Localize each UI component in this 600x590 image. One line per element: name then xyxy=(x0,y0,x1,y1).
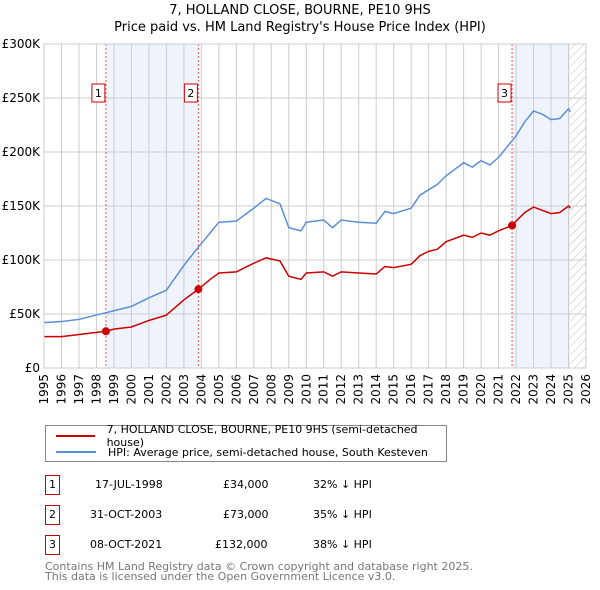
x-tick-label: 2009 xyxy=(282,374,296,405)
x-tick-label: 2012 xyxy=(334,374,348,405)
sale-row: 1 17-JUL-1998 £34,000 32% ↓ HPI xyxy=(45,475,445,495)
x-tick-label: 2022 xyxy=(509,374,523,405)
x-tick-label: 2001 xyxy=(142,374,156,405)
x-tick-label: 2002 xyxy=(159,374,173,405)
y-tick-label: £50K xyxy=(9,307,41,321)
plot-border xyxy=(43,43,587,369)
sale-marker-badge xyxy=(91,83,106,103)
x-tick-label: 2013 xyxy=(352,374,366,405)
legend-label-property: 7, HOLLAND CLOSE, BOURNE, PE10 9HS (semi… xyxy=(106,423,418,449)
sale-marker-number: 3 xyxy=(501,87,508,100)
chart-subtitle: Price paid vs. HM Land Registry's House … xyxy=(114,20,486,35)
x-tick-label: 1996 xyxy=(54,374,68,405)
footer-copyright: Contains HM Land Registry data © Crown c… xyxy=(45,560,473,573)
sale-marker-number: 1 xyxy=(95,87,102,100)
x-tick-label: 2026 xyxy=(579,374,593,405)
sale-point xyxy=(194,285,203,294)
x-tick-label: 2000 xyxy=(124,374,138,405)
sale-price: £73,000 xyxy=(223,508,269,521)
sale-badge: 1 xyxy=(45,475,60,495)
x-tick-label: 2016 xyxy=(404,374,418,405)
y-tick-label: £200K xyxy=(2,145,42,159)
y-tick-label: £300K xyxy=(2,37,42,51)
plot-area: 1995 1996 1997 1998 1999 2000 2001 2002 2003 2004… xyxy=(2,37,593,405)
legend-swatch-property xyxy=(56,435,95,437)
x-tick-label: 1995 xyxy=(37,374,51,405)
x-tick-label: 2014 xyxy=(369,374,383,405)
sale-marker-number: 2 xyxy=(187,87,194,100)
y-tick-label: £250K xyxy=(2,91,42,105)
x-tick-label: 2008 xyxy=(264,374,278,405)
x-tick-label: 2024 xyxy=(544,374,558,405)
x-tick-label: 2025 xyxy=(562,374,576,405)
y-tick-label: £100K xyxy=(2,253,42,267)
sale-badge: 2 xyxy=(45,505,60,525)
sale-diff: 32% ↓ HPI xyxy=(313,478,372,491)
x-tick-label: 2019 xyxy=(457,374,471,405)
sale-diff: 38% ↓ HPI xyxy=(313,538,372,551)
series-line xyxy=(43,107,571,324)
x-tick-label: 1998 xyxy=(89,374,103,405)
sale-point xyxy=(101,327,110,336)
x-tick-label: 2007 xyxy=(247,374,261,405)
sale-date: 31-OCT-2003 xyxy=(90,508,163,521)
x-tick-label: 2005 xyxy=(212,374,226,405)
sale-price: £132,000 xyxy=(215,538,268,551)
x-tick-label: 2017 xyxy=(422,374,436,405)
sale-marker-badge xyxy=(183,83,198,103)
x-tick-label: 2020 xyxy=(474,374,488,405)
x-tick-label: 2003 xyxy=(177,374,191,405)
x-tick-label: 2021 xyxy=(492,374,506,405)
sale-diff: 35% ↓ HPI xyxy=(313,508,372,521)
x-tick-label: 2004 xyxy=(194,374,208,405)
footer-licence: This data is licensed under the Open Gov… xyxy=(45,570,396,583)
x-tick-label: 2015 xyxy=(387,374,401,405)
y-tick-label: £0 xyxy=(25,361,40,375)
x-tick-label: 2023 xyxy=(527,374,541,405)
sale-row: 3 08-OCT-2021 £132,000 38% ↓ HPI xyxy=(45,535,445,555)
sale-badge: 3 xyxy=(45,535,60,555)
x-tick-label: 2018 xyxy=(439,374,453,405)
sale-price: £34,000 xyxy=(223,478,269,491)
sale-date: 17-JUL-1998 xyxy=(95,478,163,491)
legend-label-hpi: HPI: Average price, semi-detached house,… xyxy=(108,445,428,459)
x-tick-label: 1999 xyxy=(107,374,121,405)
legend: 7, HOLLAND CLOSE, BOURNE, PE10 9HS (semi… xyxy=(45,423,447,462)
sale-date: 08-OCT-2021 xyxy=(90,538,163,551)
y-tick-label: £150K xyxy=(2,199,42,213)
sale-marker-badge xyxy=(497,83,512,103)
x-tick-label: 2011 xyxy=(317,374,331,405)
sale-point xyxy=(508,221,517,230)
x-tick-label: 1997 xyxy=(72,374,86,405)
x-tick-label: 2010 xyxy=(299,374,313,405)
legend-swatch-hpi xyxy=(56,451,96,453)
sale-row: 2 31-OCT-2003 £73,000 35% ↓ HPI xyxy=(45,505,445,525)
chart-title: 7, HOLLAND CLOSE, BOURNE, PE10 9HS xyxy=(169,3,431,18)
x-tick-label: 2006 xyxy=(229,374,243,405)
